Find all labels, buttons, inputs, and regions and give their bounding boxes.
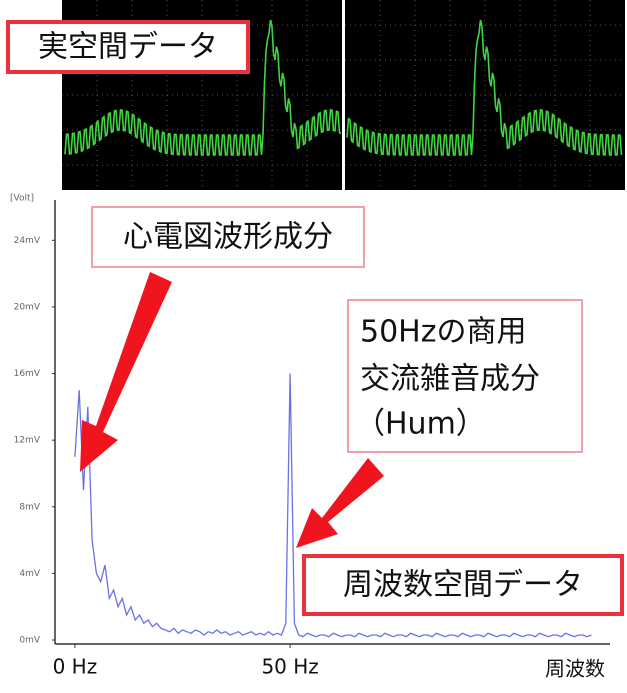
y-tick-label: 16mV	[14, 369, 41, 379]
figure: 実空間データ [Volt] 0mV 4mV 8mV 12mV 16mV 20mV 24mV 0 …	[0, 0, 627, 689]
annotation: 50Hzの商用	[360, 315, 526, 350]
x-axis-label: 周波数	[545, 657, 605, 681]
y-tick-label: 8mV	[19, 502, 40, 512]
x-tick-label: 0 Hz	[53, 655, 98, 679]
arrow	[296, 458, 384, 548]
annotation: 実空間データ	[38, 30, 218, 65]
y-axis-label: [Volt]	[10, 194, 34, 204]
y-tick-label: 12mV	[14, 436, 41, 446]
y-tick-label: 24mV	[14, 236, 41, 246]
x-tick-label: 50 Hz	[261, 655, 318, 679]
y-tick-label: 4mV	[19, 569, 40, 579]
annotation: 交流雑音成分	[360, 362, 540, 397]
y-tick-label: 20mV	[14, 302, 41, 312]
annotation: 周波数空間データ	[343, 568, 583, 603]
annotation: 心電図波形成分	[123, 220, 333, 255]
annotation: （Hum）	[355, 407, 486, 442]
arrow	[80, 272, 172, 472]
y-tick-label: 0mV	[19, 636, 40, 646]
